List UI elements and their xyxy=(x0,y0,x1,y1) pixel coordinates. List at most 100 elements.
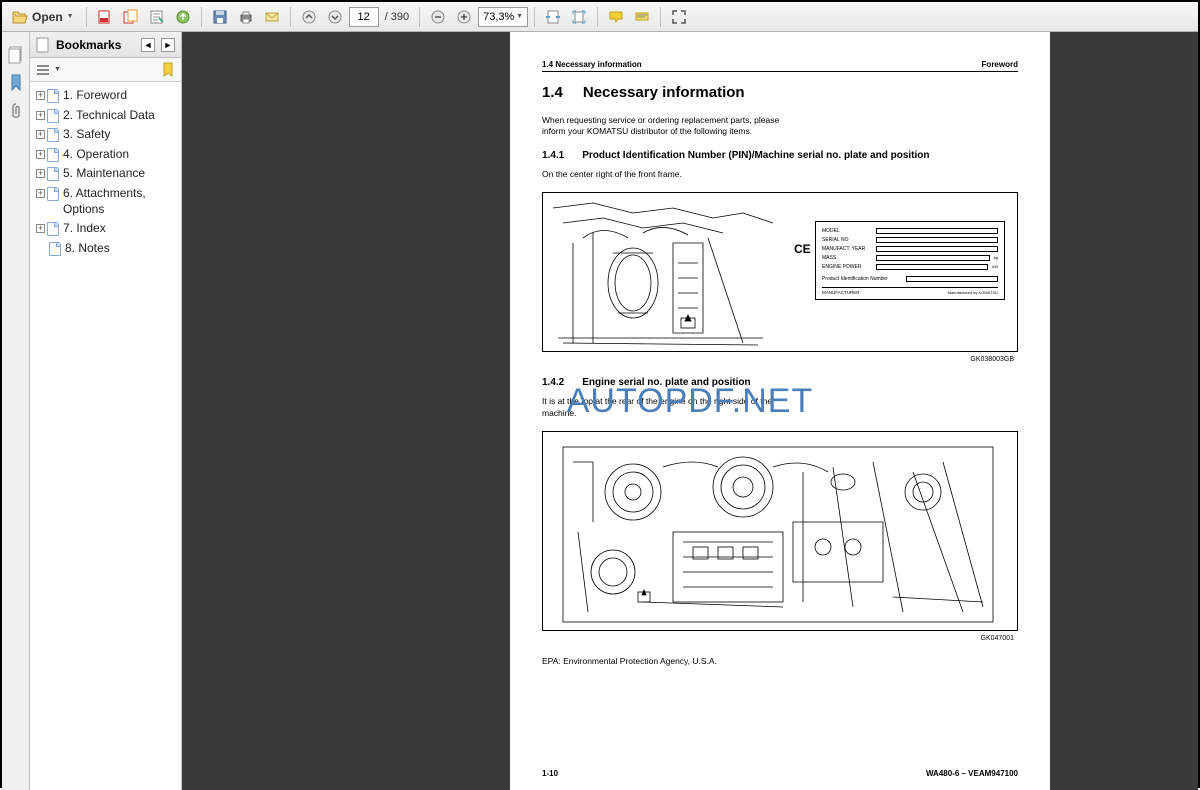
fit-width-button[interactable] xyxy=(541,5,565,29)
footer-right: WA480-6 – VEAM947100 xyxy=(926,769,1018,778)
email-button[interactable] xyxy=(260,5,284,29)
plate-model-label: MODEL xyxy=(822,228,872,234)
page-number-input[interactable] xyxy=(349,7,379,27)
zoom-out-button[interactable] xyxy=(426,5,450,29)
bookmarks-sidebar: Bookmarks ◄ ► ▼ +1. Foreword +2. Technic… xyxy=(30,32,182,790)
document-viewer[interactable]: AUTOPDF.NET 1.4 Necessary information Fo… xyxy=(182,32,1198,790)
separator xyxy=(534,7,535,27)
attachments-tab[interactable] xyxy=(5,98,27,124)
bookmark-item[interactable]: +6. Attachments, Options xyxy=(32,184,179,219)
section-number: 1.4 xyxy=(542,84,563,101)
s1-text: On the center right of the front frame. xyxy=(542,169,802,180)
bookmark-icon xyxy=(47,89,59,103)
pages-tab[interactable] xyxy=(5,42,27,68)
save-button[interactable] xyxy=(208,5,232,29)
next-bookmark-button[interactable]: ► xyxy=(161,38,175,52)
expand-icon[interactable]: + xyxy=(36,91,45,100)
separator xyxy=(86,7,87,27)
bookmark-icon xyxy=(47,128,59,142)
expand-icon[interactable]: + xyxy=(36,150,45,159)
bookmark-item[interactable]: +4. Operation xyxy=(32,145,179,165)
page-up-button[interactable] xyxy=(297,5,321,29)
expand-icon[interactable]: + xyxy=(36,224,45,233)
main-area: Bookmarks ◄ ► ▼ +1. Foreword +2. Technic… xyxy=(2,32,1198,790)
create-pdf-button[interactable] xyxy=(93,5,117,29)
options-button[interactable]: ▼ xyxy=(36,63,61,77)
header-right: Foreword xyxy=(982,60,1018,69)
sticky-note-button[interactable] xyxy=(604,5,628,29)
separator xyxy=(419,7,420,27)
page-down-button[interactable] xyxy=(323,5,347,29)
subsection-heading: Product Identification Number (PIN)/Mach… xyxy=(582,150,1018,161)
collaborate-button[interactable] xyxy=(145,5,169,29)
sidebar-header: Bookmarks ◄ ► xyxy=(30,32,181,58)
ce-mark: CE xyxy=(794,242,811,256)
prev-bookmark-button[interactable]: ◄ xyxy=(141,38,155,52)
header-left: 1.4 Necessary information xyxy=(542,60,642,69)
figure-2 xyxy=(542,431,1018,631)
figure-1-label: GK038003GB xyxy=(542,356,1018,363)
plate-year-label: MANUFACT. YEAR xyxy=(822,246,872,252)
bookmarks-tab[interactable] xyxy=(5,70,27,96)
separator xyxy=(597,7,598,27)
bookmark-icon xyxy=(47,187,59,201)
zoom-select[interactable]: 73,3%▼ xyxy=(478,7,528,27)
bookmark-label: 7. Index xyxy=(61,221,106,237)
machine-diagram-icon xyxy=(543,193,783,352)
bookmark-icon xyxy=(47,222,59,236)
fit-page-button[interactable] xyxy=(567,5,591,29)
expand-icon[interactable]: + xyxy=(36,111,45,120)
footer-left: 1-10 xyxy=(542,769,558,778)
page-total-label: / 390 xyxy=(385,11,409,23)
page-footer: 1-10 WA480-6 – VEAM947100 xyxy=(542,769,1018,778)
new-bookmark-button[interactable] xyxy=(161,62,175,78)
left-tab-strip xyxy=(2,32,30,790)
bookmark-item[interactable]: +5. Maintenance xyxy=(32,164,179,184)
bookmark-item[interactable]: +7. Index xyxy=(32,219,179,239)
bookmark-item[interactable]: +2. Technical Data xyxy=(32,106,179,126)
page-header: 1.4 Necessary information Foreword xyxy=(542,60,1018,72)
separator xyxy=(201,7,202,27)
pdf-page: 1.4 Necessary information Foreword 1.4 N… xyxy=(510,32,1050,790)
expand-icon[interactable]: + xyxy=(36,130,45,139)
bookmark-item[interactable]: +1. Foreword xyxy=(32,86,179,106)
open-label: Open xyxy=(32,10,63,24)
id-plate: MODEL SERIAL NO MANUFACT. YEAR MASSkg EN… xyxy=(815,221,1005,300)
intro-text: When requesting service or ordering repl… xyxy=(542,115,802,138)
bookmark-item[interactable]: +3. Safety xyxy=(32,125,179,145)
open-button[interactable]: Open ▼ xyxy=(6,8,80,26)
expand-icon[interactable]: + xyxy=(36,169,45,178)
bookmark-label: 1. Foreword xyxy=(61,88,127,104)
highlight-button[interactable] xyxy=(630,5,654,29)
dropdown-arrow-icon: ▼ xyxy=(516,13,523,20)
upload-button[interactable] xyxy=(171,5,195,29)
plate-power-label: ENGINE POWER xyxy=(822,264,872,270)
engine-diagram-icon xyxy=(543,432,1013,631)
bookmark-icon xyxy=(47,109,59,123)
subsection-heading: Engine serial no. plate and position xyxy=(582,377,1018,388)
subsection-number: 1.4.1 xyxy=(542,150,564,161)
folder-open-icon xyxy=(12,10,28,24)
figure-1: MODEL SERIAL NO MANUFACT. YEAR MASSkg EN… xyxy=(542,192,1018,352)
subsection-title: 1.4.1 Product Identification Number (PIN… xyxy=(542,150,1018,161)
bookmark-icon xyxy=(49,242,61,256)
bookmark-label: 5. Maintenance xyxy=(61,166,145,182)
bookmark-label: 6. Attachments, Options xyxy=(61,186,177,217)
toolbar: Open ▼ / 390 73,3%▼ xyxy=(2,2,1198,32)
section-heading: Necessary information xyxy=(583,84,745,101)
fullscreen-button[interactable] xyxy=(667,5,691,29)
plate-mfr-label: MANUFACTURER xyxy=(822,290,860,295)
combine-button[interactable] xyxy=(119,5,143,29)
zoom-value: 73,3% xyxy=(483,11,514,23)
subsection-title: 1.4.2 Engine serial no. plate and positi… xyxy=(542,377,1018,388)
sidebar-toolbar: ▼ xyxy=(30,58,181,82)
bookmark-label: 8. Notes xyxy=(63,241,110,257)
bookmarks-panel-icon xyxy=(36,37,50,53)
plate-pin-label: Product Identification Number xyxy=(822,276,902,282)
dropdown-arrow-icon: ▼ xyxy=(67,13,74,20)
bookmark-item[interactable]: 8. Notes xyxy=(32,239,179,259)
subsection-number: 1.4.2 xyxy=(542,377,564,388)
expand-icon[interactable]: + xyxy=(36,189,45,198)
zoom-in-button[interactable] xyxy=(452,5,476,29)
print-button[interactable] xyxy=(234,5,258,29)
